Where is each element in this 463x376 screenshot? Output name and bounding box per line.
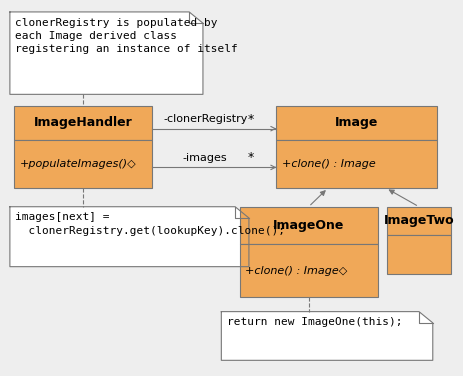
Text: *: * [248, 152, 254, 164]
Polygon shape [10, 207, 248, 267]
Text: -clonerRegistry: -clonerRegistry [163, 114, 247, 124]
Text: ImageTwo: ImageTwo [383, 214, 453, 227]
Bar [239, 244, 377, 297]
Text: images[next] =
  clonerRegistry.get(lookupKey).clone();: images[next] = clonerRegistry.get(lookup… [15, 212, 285, 235]
Text: return new ImageOne(this);: return new ImageOne(this); [226, 317, 401, 327]
Text: Image: Image [335, 117, 378, 129]
Polygon shape [221, 312, 432, 360]
Bar [14, 106, 152, 140]
Text: ImageOne: ImageOne [272, 219, 344, 232]
Text: *: * [248, 113, 254, 126]
Text: clonerRegistry is populated by
each Image derived class
registering an instance : clonerRegistry is populated by each Imag… [15, 18, 238, 54]
Text: -images: -images [182, 153, 227, 163]
Bar [276, 140, 437, 188]
Bar [239, 207, 377, 244]
Bar [386, 235, 450, 274]
Text: ImageHandler: ImageHandler [34, 117, 132, 129]
Text: +clone() : Image◇: +clone() : Image◇ [245, 265, 347, 276]
Text: +clone() : Image: +clone() : Image [282, 159, 375, 169]
Polygon shape [10, 12, 202, 94]
Bar [14, 140, 152, 188]
Bar [386, 207, 450, 235]
Bar [276, 106, 437, 140]
Text: +populateImages()◇: +populateImages()◇ [20, 159, 136, 169]
